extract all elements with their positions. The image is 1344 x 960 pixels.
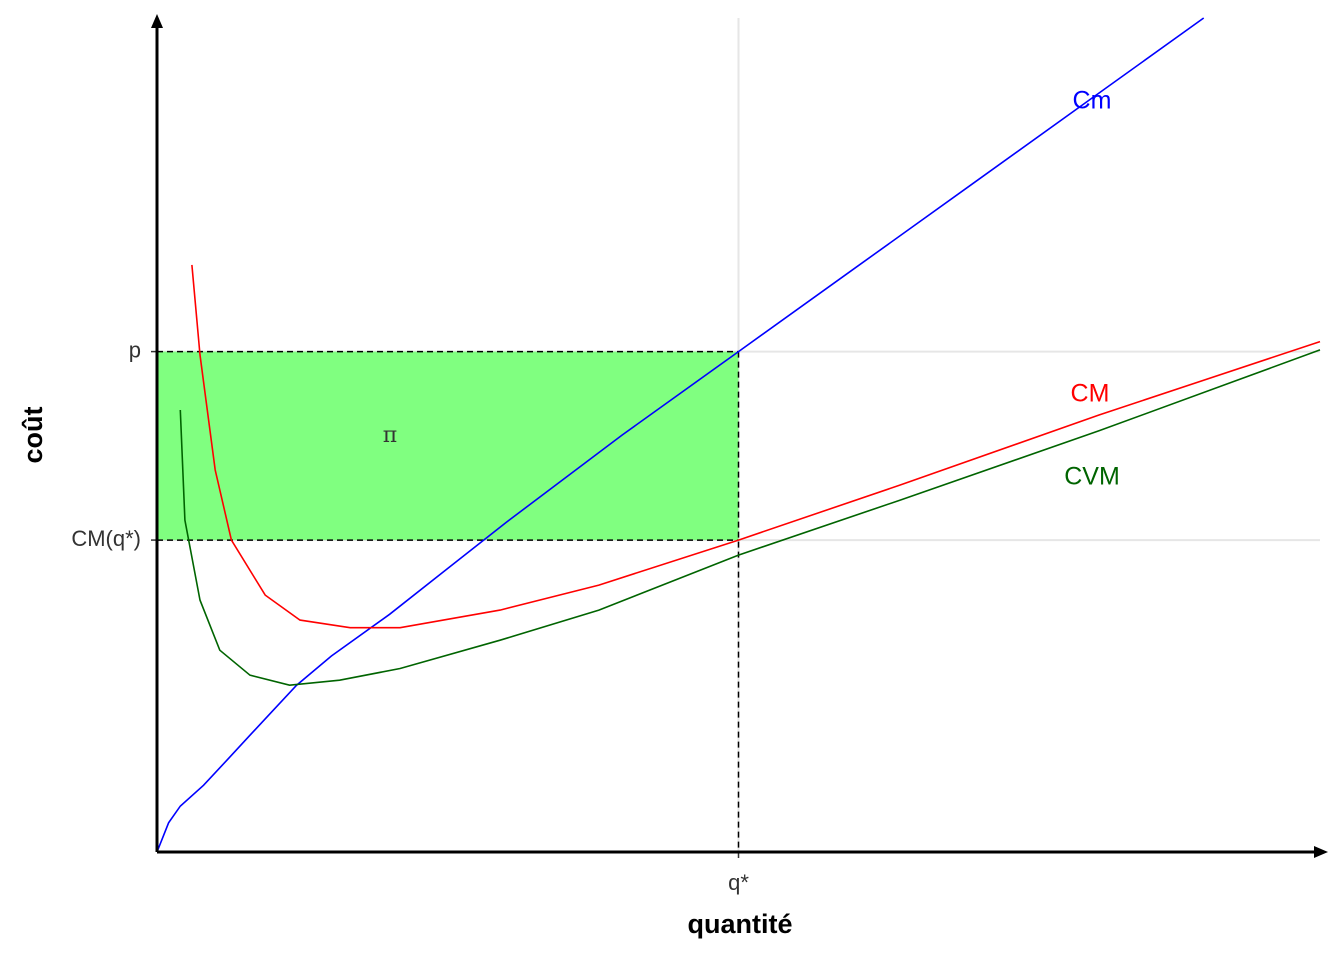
- x-axis-arrow: [1314, 846, 1328, 858]
- series-label: Cm: [1073, 87, 1112, 115]
- series-line: [191, 264, 1321, 629]
- series-label: CM: [1071, 380, 1110, 408]
- x-tick-label: q*: [728, 870, 749, 895]
- series-line: [179, 349, 1321, 687]
- y-axis-arrow: [151, 14, 163, 28]
- series-label: CVM: [1064, 463, 1120, 491]
- profit-label: π: [383, 423, 397, 448]
- y-tick-label: p: [129, 337, 141, 362]
- x-axis-title: quantité: [688, 909, 793, 939]
- y-axis-title: coût: [18, 406, 48, 463]
- series-line: [156, 17, 1205, 853]
- profit-area: [157, 351, 739, 541]
- y-tick-label: CM(q*): [71, 526, 141, 551]
